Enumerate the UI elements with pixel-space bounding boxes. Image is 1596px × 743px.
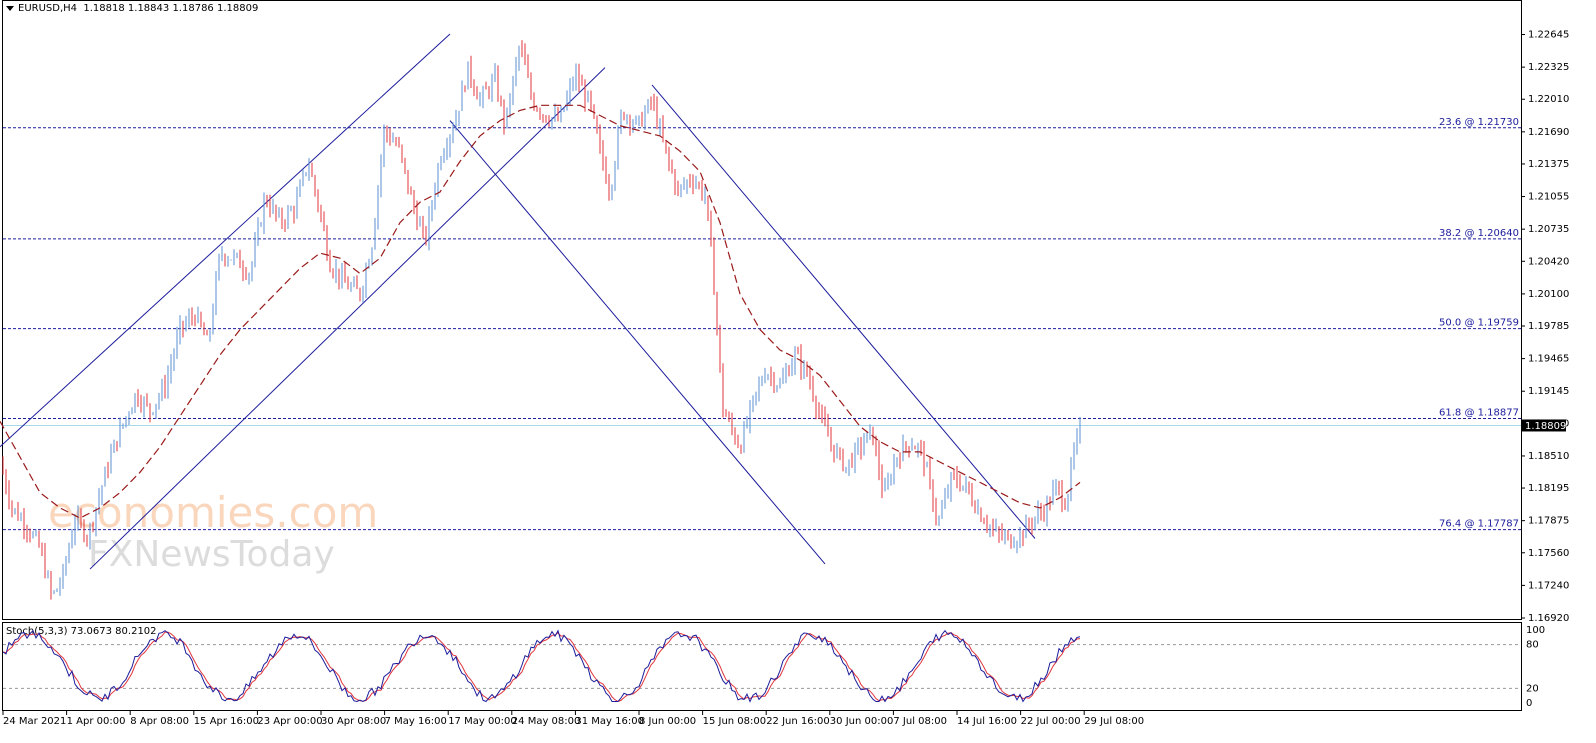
time-tick-label: 7 May 16:00	[385, 716, 447, 727]
stochastic-panel: 100 80 20 0	[2, 625, 1545, 709]
time-tick-label: 24 May 08:00	[512, 716, 581, 727]
time-tick-label: 24 Mar 2021	[3, 716, 66, 727]
time-tick-label: 29 Jul 08:00	[1084, 716, 1144, 727]
price-tick-label: 1.16920	[1528, 613, 1569, 624]
time-tick-label: 30 Apr 08:00	[321, 716, 386, 727]
time-tick-label: 8 Jun 00:00	[639, 716, 696, 727]
fibonacci-levels: 23.6 @ 1.21730 38.2 @ 1.20640 50.0 @ 1.197…	[3, 117, 1521, 531]
time-tick-label: 17 May 00:00	[448, 716, 517, 727]
fib-level-label: 38.2 @ 1.20640	[1439, 228, 1519, 239]
price-tick-label: 1.20100	[1528, 289, 1569, 300]
price-tick-label: 1.21375	[1528, 159, 1569, 170]
price-tick-label: 1.22010	[1528, 94, 1569, 105]
price-tick-label: 1.17560	[1528, 548, 1569, 559]
price-axis: 1.22645 1.22325 1.22010 1.21690 1.21375 1.210…	[1521, 30, 1569, 624]
price-tick-label: 1.20420	[1528, 256, 1569, 267]
trend-channels	[0, 33, 1036, 570]
price-tick-label: 1.19145	[1528, 386, 1569, 397]
watermark-line1: economies.com	[48, 488, 378, 537]
ohlc-values: 1.18818 1.18843 1.18786 1.18809	[83, 3, 259, 14]
price-tick-label: 1.19785	[1528, 321, 1569, 332]
watermark-line2: FXNewsToday	[88, 534, 335, 575]
main-panel-frame	[2, 0, 1522, 620]
price-tick-label: 1.18195	[1528, 483, 1569, 494]
current-price-box	[1522, 419, 1566, 432]
candles	[2, 40, 1081, 600]
channel-line	[449, 120, 826, 565]
price-tick-label: 1.22325	[1528, 62, 1569, 73]
time-tick-label: 1 Apr 00:00	[67, 716, 126, 727]
stochastic-header: Stoch(5,3,3) 73.0673 80.2102	[6, 626, 157, 637]
time-tick-label: 15 Apr 16:00	[194, 716, 259, 727]
channel-line	[89, 67, 606, 570]
stoch-level-label: 80	[1526, 640, 1539, 651]
price-tick-label: 1.17240	[1528, 580, 1569, 591]
stoch-main-line	[2, 629, 1081, 703]
price-tick-label: 1.18510	[1528, 451, 1569, 462]
time-tick-label: 22 Jun 16:00	[766, 716, 830, 727]
price-tick-label: 1.17875	[1528, 516, 1569, 527]
fib-level-label: 61.8 @ 1.18877	[1439, 408, 1519, 419]
fib-level-label: 76.4 @ 1.17787	[1439, 519, 1519, 530]
time-tick-label: 22 Jul 00:00	[1021, 716, 1081, 727]
current-price-label: 1.18809	[1525, 421, 1566, 432]
stoch-panel-frame	[2, 622, 1522, 711]
triangle-down-icon[interactable]	[6, 5, 14, 11]
price-tick-label: 1.22645	[1528, 30, 1569, 41]
channel-line	[0, 33, 451, 448]
stoch-level-label: 100	[1526, 625, 1545, 636]
time-tick-label: 14 Jul 16:00	[957, 716, 1017, 727]
price-tick-label: 1.21690	[1528, 127, 1569, 138]
stoch-signal-line	[2, 631, 1081, 703]
time-tick-label: 31 May 16:00	[575, 716, 644, 727]
time-tick-label: 23 Apr 00:00	[257, 716, 322, 727]
time-tick-label: 7 Jul 08:00	[893, 716, 947, 727]
symbol-label: EURUSD,H4	[18, 3, 78, 14]
stoch-level-label: 20	[1526, 683, 1539, 694]
fib-level-label: 23.6 @ 1.21730	[1439, 117, 1519, 128]
time-tick-label: 30 Jun 00:00	[830, 716, 894, 727]
watermark: economies.com FXNewsToday	[48, 488, 378, 575]
price-tick-label: 1.21055	[1528, 192, 1569, 203]
price-tick-label: 1.19465	[1528, 354, 1569, 365]
stoch-level-label: 0	[1526, 698, 1532, 709]
time-axis: 24 Mar 2021 1 Apr 00:00 8 Apr 08:00 15 Apr …	[2, 711, 1144, 727]
time-tick-label: 15 Jun 08:00	[703, 716, 767, 727]
channel-line	[651, 84, 1036, 539]
fib-level-label: 50.0 @ 1.19759	[1439, 318, 1519, 329]
price-tick-label: 1.20735	[1528, 224, 1569, 235]
time-tick-label: 8 Apr 08:00	[130, 716, 189, 727]
chart-header: EURUSD,H4 1.18818 1.18843 1.18786 1.1880…	[6, 3, 258, 14]
